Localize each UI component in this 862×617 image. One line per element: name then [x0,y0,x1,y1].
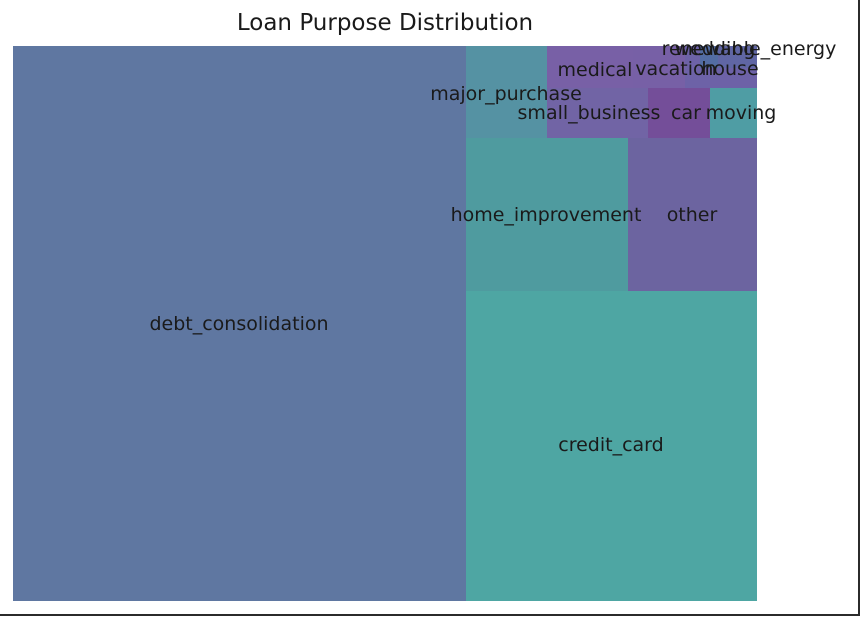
tile-label-medical: medical [558,59,633,81]
treemap-tile-car [648,88,710,138]
tile-label-car: car [671,102,701,124]
treemap-tile-moving [710,88,757,138]
treemap-tile-small-business [547,88,648,138]
treemap-tile-home-improvement [466,138,628,291]
tile-label-house: house [701,58,758,80]
tile-label-renewable-energy: renewable_energy [662,38,837,60]
chart-title: Loan Purpose Distribution [236,10,534,36]
treemap-tile-major-purchase [466,46,547,138]
treemap-tile-vacation [633,46,685,88]
tile-label-credit-card: credit_card [558,434,663,456]
tile-label-wedding: wedding [675,38,756,60]
treemap-tile-wedding [718,46,757,68]
tile-label-major-purchase: major_purchase [430,83,582,105]
tile-label-other: other [667,204,718,226]
treemap-tile-other [628,138,757,291]
tile-label-moving: moving [706,102,777,124]
tile-label-home-improvement: home_improvement [451,204,642,226]
treemap-tile-renewable-energy [700,46,718,68]
treemap-tile-credit-card [466,291,757,601]
tile-label-small-business: small_business [518,102,661,124]
treemap-tile-debt-consolidation [13,46,466,601]
tile-label-vacation: vacation [635,58,716,80]
treemap-tile-medical [547,46,633,88]
tile-label-debt-consolidation: debt_consolidation [149,313,328,335]
